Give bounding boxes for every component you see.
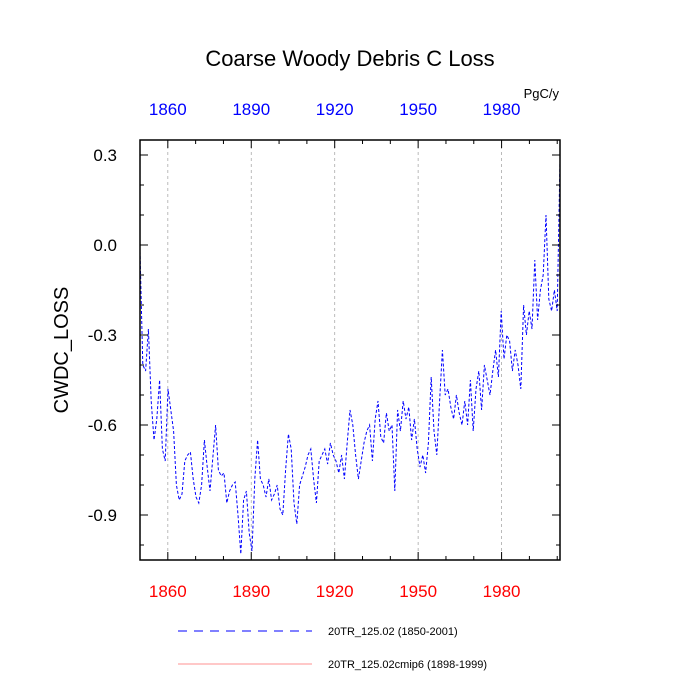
legend-label-series-2: 20TR_125.02cmip6 (1898-1999) xyxy=(328,659,487,671)
x-tick-label-top-1860: 1860 xyxy=(149,100,187,119)
x-tick-label-bottom-1890: 1890 xyxy=(232,582,270,601)
y-tick-label-0: 0.3 xyxy=(93,146,117,165)
x-tick-label-bottom-1980: 1980 xyxy=(483,582,521,601)
chart-title: Coarse Woody Debris C Loss xyxy=(205,46,494,71)
x-tick-label-bottom-1920: 1920 xyxy=(316,582,354,601)
y-tick-label-3: -0.6 xyxy=(88,416,117,435)
x-tick-label-top-1920: 1920 xyxy=(316,100,354,119)
x-tick-label-top-1890: 1890 xyxy=(232,100,270,119)
y-tick-label-1: 0.0 xyxy=(93,236,117,255)
legend-label-series-1: 20TR_125.02 (1850-2001) xyxy=(328,626,458,638)
axes: 1860 1860 1890 1890 1920 1920 1950 1950 1980 1980… xyxy=(88,100,560,601)
y-tick-label-2: -0.3 xyxy=(88,326,117,345)
x-tick-label-top-1950: 1950 xyxy=(399,100,437,119)
plot-frame xyxy=(139,139,561,561)
x-tick-label-top-1980: 1980 xyxy=(483,100,521,119)
x-tick-label-bottom-1950: 1950 xyxy=(399,582,437,601)
series-layer xyxy=(139,160,561,555)
legend: 20TR_125.02 (1850-2001) 20TR_125.02cmip6… xyxy=(178,626,487,671)
gridlines xyxy=(167,140,502,560)
series-line-1 xyxy=(139,160,561,555)
y-tick-label-4: -0.9 xyxy=(88,506,117,525)
units-label: PgC/y xyxy=(524,86,560,101)
x-tick-label-bottom-1860: 1860 xyxy=(149,582,187,601)
y-axis-label: CWDC_LOSS xyxy=(51,287,73,414)
